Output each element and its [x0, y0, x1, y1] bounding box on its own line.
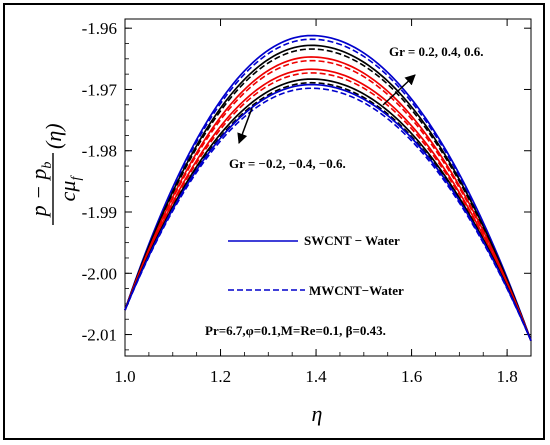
y-label-denominator: cμf: [55, 175, 84, 202]
x-axis-label: η: [312, 401, 323, 426]
series-curve: [124, 87, 532, 342]
legend-label-mwcnt: MWCNT−Water: [309, 283, 404, 298]
y-axis-label: p − pb cμf (η): [26, 123, 84, 225]
series-curve: [124, 44, 532, 341]
figure-frame: 1.0 1.2 1.4 1.6 1.8 -1.96 -1.97 -1.98 -1.99 -2.0…: [3, 3, 545, 440]
y-tick-label: -1.98: [82, 142, 117, 161]
y-tick-label: -1.99: [82, 203, 117, 222]
y-label-numerator-main: p − p: [26, 169, 51, 219]
chart-plot: 1.0 1.2 1.4 1.6 1.8 -1.96 -1.97 -1.98 -1.99 -2.0…: [26, 18, 532, 426]
arrow-gr-decrease: [237, 107, 253, 144]
y-label-numerator: p − pb: [26, 162, 55, 219]
y-tick-label: -1.96: [82, 19, 117, 38]
series-curve: [124, 78, 532, 342]
series-curve: [124, 81, 532, 341]
plot-area-frame: [124, 18, 532, 357]
annotation-parameters: Pr=6.7,φ=0.1,M=Re=0.1, β=0.43.: [205, 323, 386, 338]
legend: SWCNT − Water MWCNT−Water: [228, 233, 404, 298]
series-curve: [124, 48, 532, 341]
series-curve: [124, 34, 532, 341]
y-label-numerator-sub: b: [40, 162, 55, 169]
y-label-denominator-main: cμ: [55, 181, 80, 202]
arrow-gr-increase: [382, 74, 416, 106]
x-axis-ticks: 1.0 1.2 1.4 1.6 1.8: [114, 19, 532, 386]
series-curve: [124, 68, 532, 342]
series-curve: [124, 83, 532, 342]
y-label-denominator-sub: f: [69, 175, 84, 181]
y-tick-label: -1.97: [82, 80, 118, 99]
annotation-gr-positive: Gr = 0.2, 0.4, 0.6.: [389, 44, 484, 59]
series-curve: [124, 38, 532, 341]
x-tick-label: 1.4: [305, 367, 327, 386]
x-tick-label: 1.2: [210, 367, 231, 386]
y-axis-ticks: -1.96 -1.97 -1.98 -1.99 -2.00 -2.01: [82, 19, 531, 351]
series-curve: [124, 72, 532, 341]
y-tick-label: -2.00: [82, 264, 117, 283]
y-tick-label: -2.01: [82, 326, 117, 345]
legend-label-swcnt: SWCNT − Water: [304, 233, 400, 248]
curves: [124, 34, 532, 342]
series-curve: [124, 59, 532, 341]
series-curve: [124, 56, 532, 341]
x-tick-label: 1.8: [496, 367, 517, 386]
annotation-gr-negative: Gr = −0.2, −0.4, −0.6.: [229, 156, 346, 171]
x-tick-label: 1.6: [401, 367, 422, 386]
x-tick-label: 1.0: [114, 367, 135, 386]
y-label-argument: (η): [41, 123, 66, 149]
